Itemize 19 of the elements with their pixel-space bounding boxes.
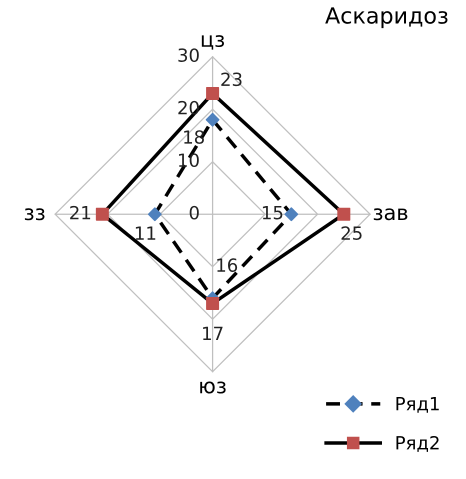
legend-label: Ряд1: [396, 397, 439, 413]
y-tick-label: 30: [178, 48, 199, 62]
data-label: 11: [136, 226, 156, 240]
data-label: 25: [342, 226, 362, 240]
data-label: 21: [70, 206, 90, 220]
legend-label: Ряд2: [396, 436, 439, 452]
spoke-label: юз: [200, 382, 226, 394]
chart-title: Аскаридоз: [325, 7, 448, 28]
spoke-label: зав: [374, 208, 408, 220]
data-label: 17: [203, 326, 223, 340]
y-tick-label: 20: [178, 100, 199, 114]
data-label: 23: [221, 72, 242, 86]
data-label: 15: [262, 206, 282, 220]
spoke-label: цз: [202, 35, 224, 50]
data-label: 16: [217, 258, 238, 272]
y-tick-label: 0: [190, 206, 199, 220]
data-label: 18: [184, 130, 204, 144]
spoke-label: зз: [24, 208, 44, 220]
y-tick-label: 10: [179, 153, 199, 167]
